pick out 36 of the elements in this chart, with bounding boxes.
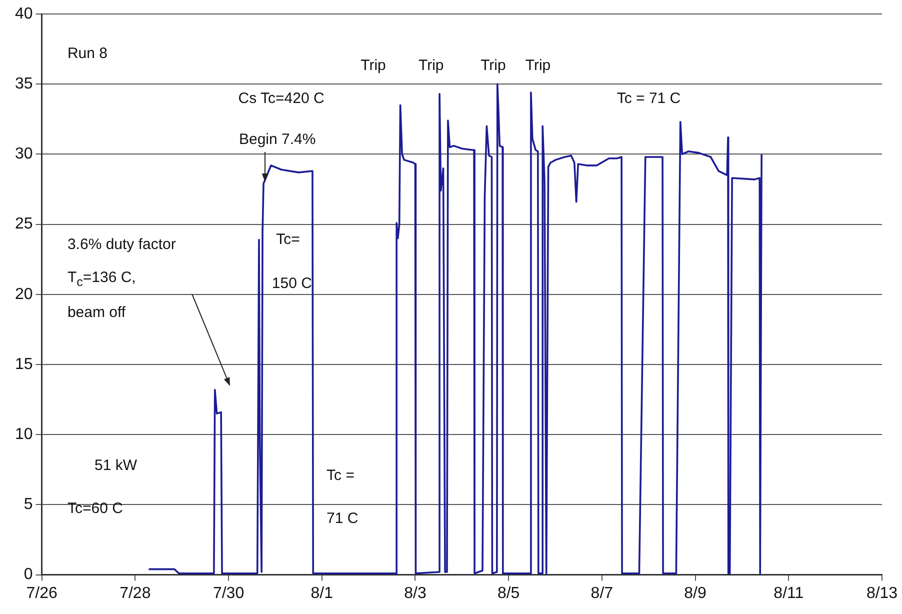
annotation: Cs Tc=420 C bbox=[238, 90, 324, 108]
x-tick-label: 8/7 bbox=[590, 584, 614, 602]
annotation: Tc= bbox=[276, 231, 300, 250]
x-tick-label: 7/26 bbox=[26, 584, 58, 602]
y-tick-label: 10 bbox=[15, 426, 33, 444]
y-tick-label: 35 bbox=[15, 76, 33, 93]
annotation: T$_{c}$=136 C, bbox=[67, 269, 136, 292]
annotation: Run 8 bbox=[67, 44, 108, 63]
x-tick-label: 8/9 bbox=[684, 584, 707, 602]
y-tick-label: 25 bbox=[15, 216, 33, 233]
x-tick-label: 8/1 bbox=[310, 584, 334, 602]
annotation: Trip bbox=[525, 57, 551, 76]
annotation: Begin 7.4% bbox=[238, 131, 316, 150]
x-tick-label: 8/5 bbox=[497, 584, 520, 602]
x-tick-label: 7/30 bbox=[212, 584, 244, 602]
annotation: 150 C bbox=[272, 274, 312, 293]
x-tick-label: 8/3 bbox=[404, 584, 426, 602]
annotation: beam off bbox=[67, 304, 126, 322]
annotation: 3.6% duty factor bbox=[67, 236, 176, 254]
annotation: Trip bbox=[360, 57, 386, 76]
y-tick-label: 40 bbox=[15, 5, 33, 22]
annotation: Trip bbox=[480, 57, 506, 76]
annotation: Tc=60 C bbox=[67, 500, 123, 518]
y-tick-label: 0 bbox=[24, 566, 33, 584]
annotation: Tc = bbox=[326, 466, 354, 485]
x-tick-label: 7/28 bbox=[120, 584, 151, 602]
y-tick-label: 15 bbox=[15, 356, 33, 373]
x-tick-label: 8/11 bbox=[774, 584, 804, 602]
x-tick-label: 8/13 bbox=[866, 584, 898, 602]
annotation: Trip bbox=[418, 57, 444, 76]
y-tick-label: 30 bbox=[15, 146, 33, 163]
y-tick-label: 20 bbox=[15, 286, 33, 303]
annotation: 51 kW bbox=[94, 457, 138, 476]
annotation: Tc = 71 C bbox=[616, 90, 681, 108]
y-tick-label: 5 bbox=[24, 496, 33, 514]
annotation: 71 C bbox=[326, 510, 358, 528]
